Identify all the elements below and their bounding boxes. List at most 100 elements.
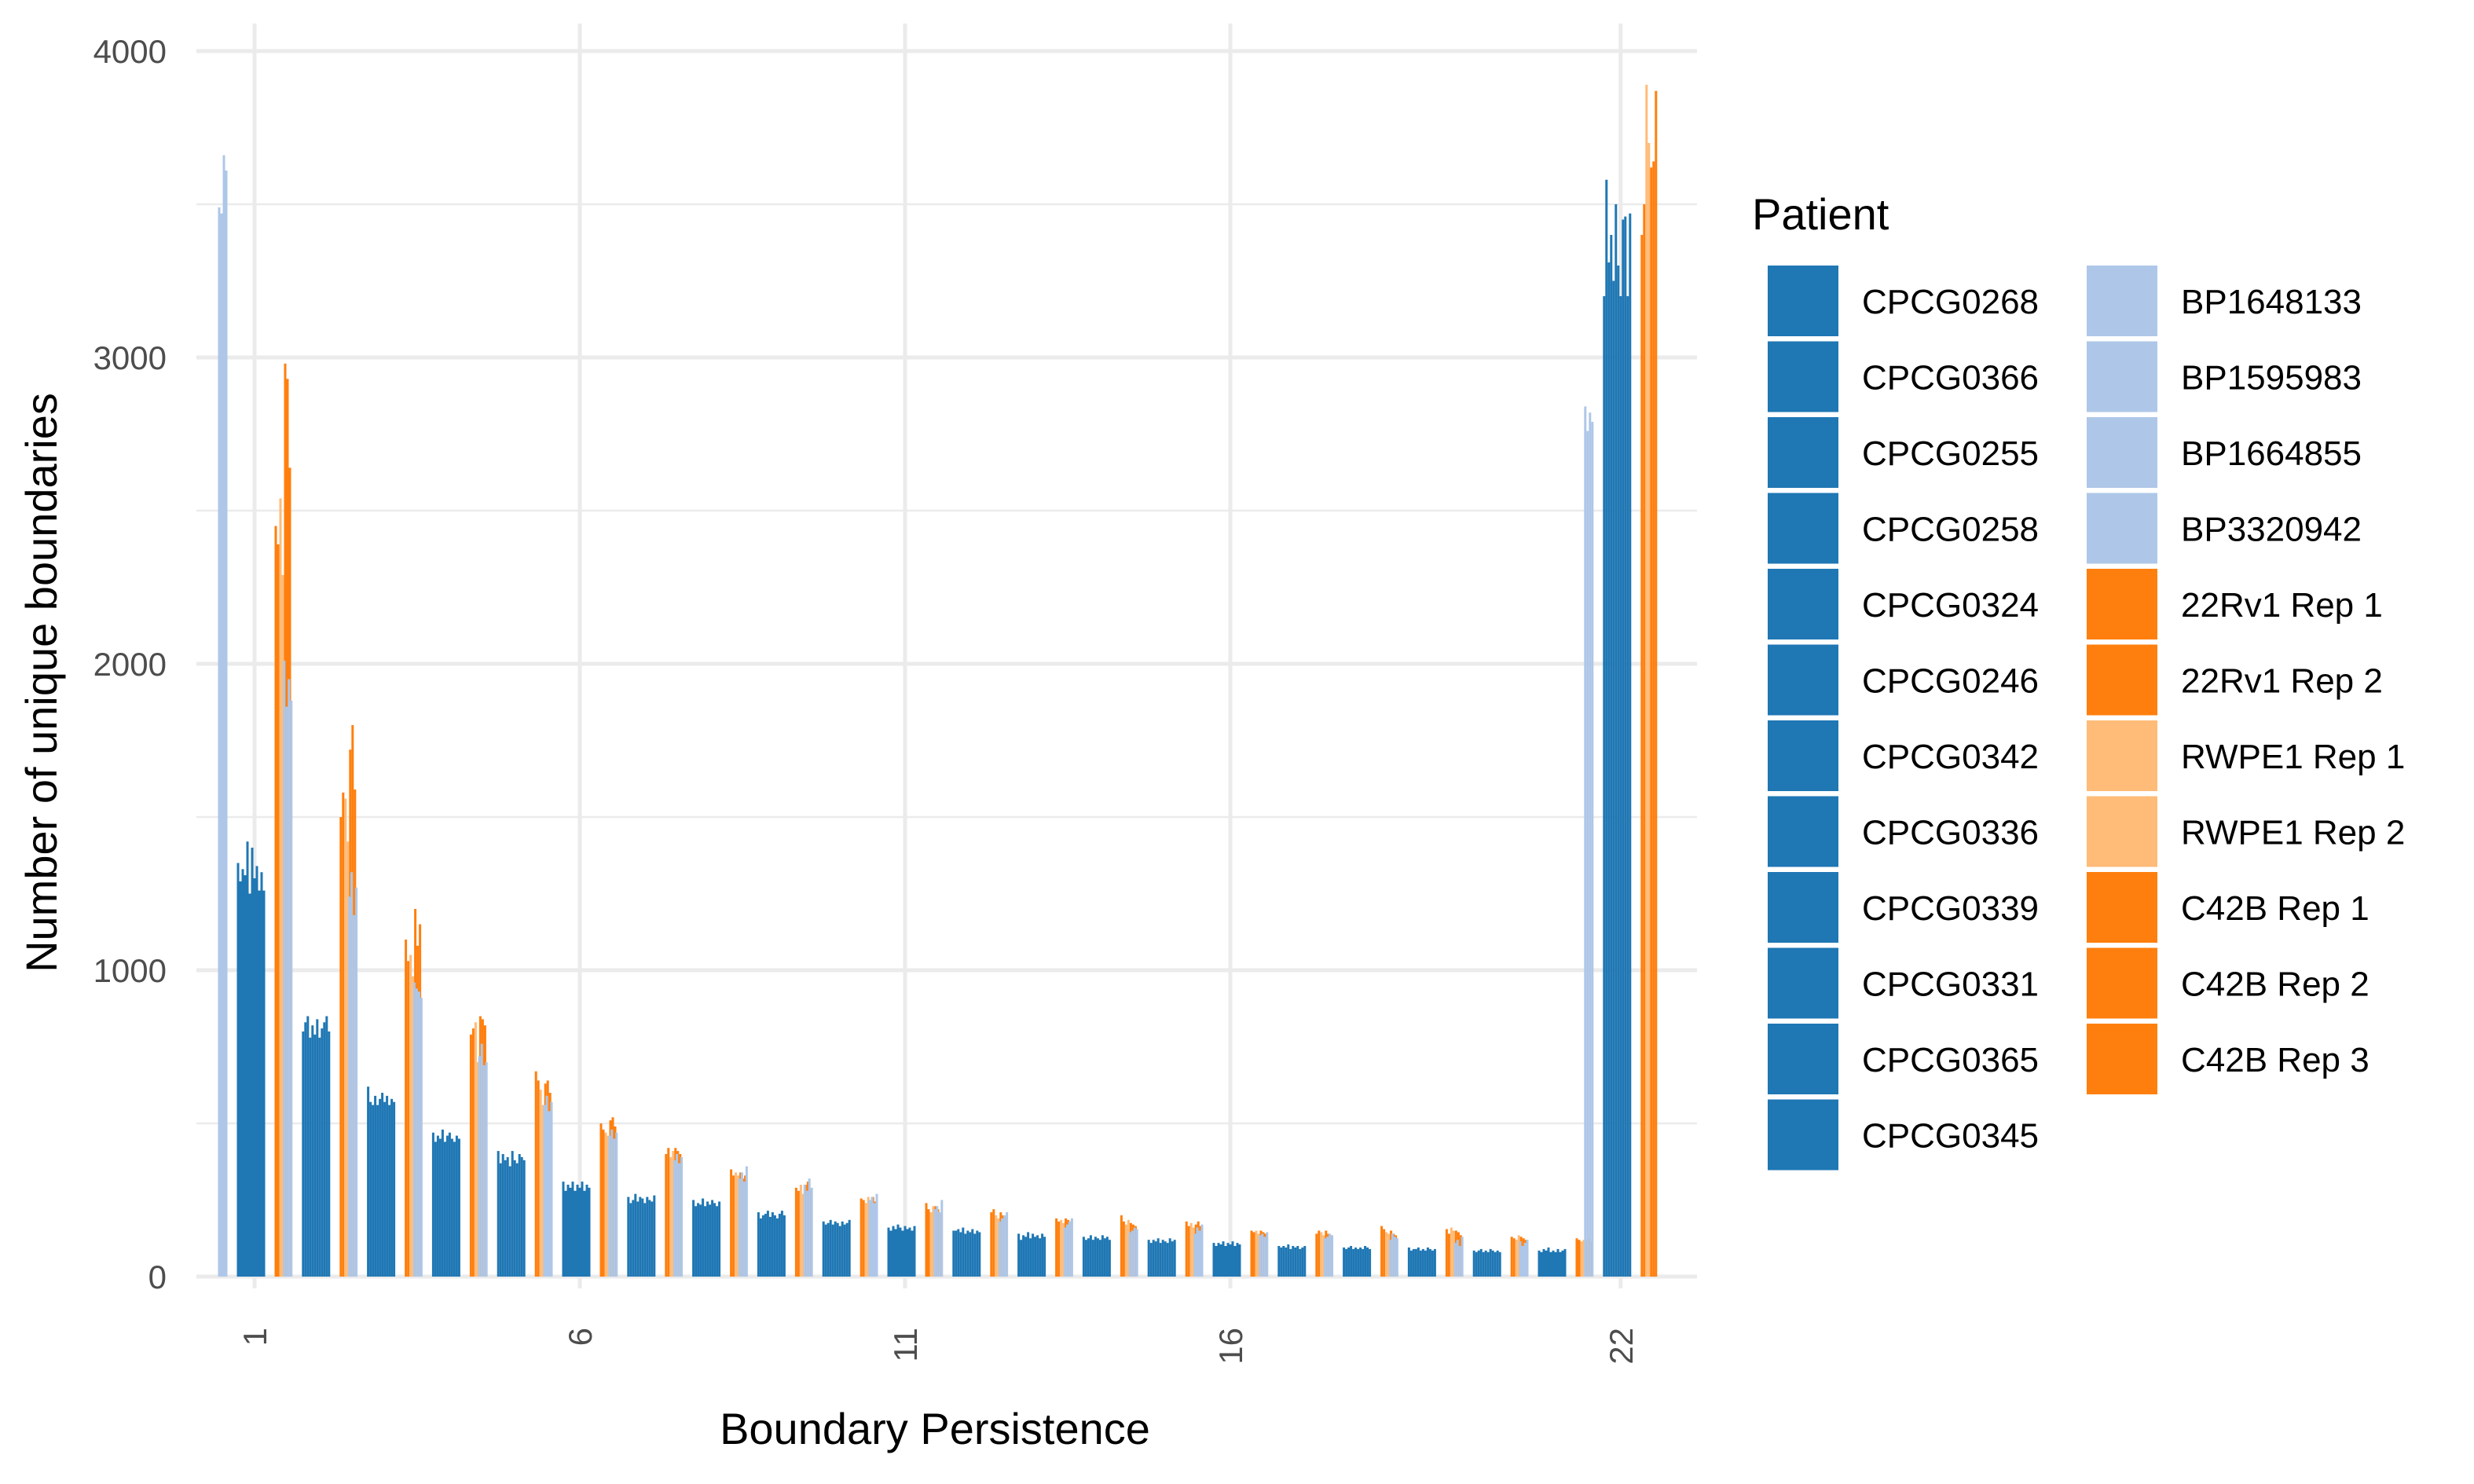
bar: [610, 1129, 614, 1277]
bar: [279, 498, 282, 1277]
bar: [732, 1175, 735, 1277]
bar: [1357, 1248, 1360, 1277]
bar: [699, 1204, 702, 1277]
bar: [369, 1101, 372, 1277]
legend-label: BP1648133: [2181, 283, 2362, 321]
bar: [386, 1095, 389, 1277]
bar: [407, 961, 410, 1277]
bar: [350, 872, 354, 1277]
bar: [251, 848, 254, 1277]
bar: [1580, 1241, 1583, 1277]
bar: [258, 890, 261, 1277]
bar: [566, 1185, 570, 1277]
bar: [933, 1209, 936, 1277]
bar: [1108, 1240, 1111, 1277]
bar: [794, 1187, 797, 1277]
bar: [808, 1178, 811, 1277]
bar: [339, 817, 343, 1277]
bar: [328, 1031, 331, 1277]
bar: [457, 1138, 460, 1277]
bar: [1017, 1233, 1021, 1277]
bar: [1166, 1243, 1169, 1277]
bar: [1068, 1221, 1071, 1277]
bar: [1032, 1233, 1035, 1277]
bar: [803, 1185, 806, 1277]
bar: [867, 1196, 870, 1277]
bar: [1229, 1244, 1232, 1277]
bar: [1131, 1230, 1134, 1277]
bar: [1322, 1235, 1325, 1277]
bar: [1154, 1241, 1157, 1277]
bar: [309, 1037, 312, 1277]
legend-label: BP1664855: [2181, 434, 2362, 473]
bar: [864, 1203, 867, 1277]
bar: [759, 1218, 762, 1277]
legend-swatch: [2087, 266, 2157, 336]
bar: [1364, 1246, 1367, 1277]
bar: [676, 1154, 679, 1277]
bar: [1352, 1248, 1355, 1277]
bar: [537, 1080, 540, 1277]
bar: [543, 1105, 546, 1277]
bar: [1282, 1246, 1285, 1277]
bar: [383, 1101, 387, 1277]
bar: [581, 1182, 584, 1277]
bar: [501, 1154, 504, 1277]
bar: [673, 1160, 676, 1277]
bar: [262, 890, 266, 1277]
bar: [1554, 1251, 1557, 1277]
bar: [1385, 1232, 1388, 1277]
bar: [1461, 1237, 1464, 1277]
bar: [1547, 1247, 1550, 1277]
bar: [775, 1218, 779, 1277]
bar: [1200, 1224, 1204, 1277]
legend-label: CPCG0258: [1862, 511, 2039, 549]
bar: [1122, 1221, 1125, 1277]
bar: [281, 574, 284, 1277]
y-axis-ticks: 0 1000 2000 3000 4000: [93, 33, 167, 1295]
bar: [1133, 1227, 1136, 1277]
bar: [1545, 1250, 1548, 1277]
bar: [1472, 1250, 1475, 1277]
bar: [277, 544, 280, 1277]
bar: [955, 1230, 958, 1277]
bar: [550, 1101, 553, 1277]
bar: [372, 1105, 375, 1277]
bar: [1043, 1237, 1046, 1277]
bar: [1393, 1237, 1396, 1277]
bar: [599, 1123, 603, 1277]
bar: [431, 1132, 434, 1277]
bar: [1387, 1233, 1391, 1277]
bar: [455, 1135, 458, 1277]
legend-swatch: [2087, 569, 2157, 639]
bar: [1065, 1224, 1068, 1277]
x-axis-title: Boundary Persistence: [720, 1404, 1150, 1453]
legend-label: CPCG0336: [1862, 814, 2039, 852]
bar: [374, 1095, 377, 1277]
bar: [1215, 1246, 1218, 1277]
bar: [873, 1203, 876, 1277]
bar: [952, 1230, 955, 1277]
bar: [255, 866, 258, 1277]
bar: [482, 1064, 486, 1277]
bar: [929, 1212, 933, 1277]
legend-swatch: [1768, 947, 1838, 1019]
bar: [1226, 1243, 1230, 1277]
bar: [1523, 1243, 1527, 1277]
bar: [1515, 1240, 1518, 1277]
bar: [875, 1193, 878, 1277]
bar: [474, 1022, 477, 1277]
bar: [709, 1204, 712, 1277]
bar: [607, 1135, 610, 1277]
bar: [604, 1132, 607, 1277]
bar: [316, 1019, 319, 1277]
bar: [1482, 1251, 1485, 1277]
bar: [1584, 406, 1587, 1277]
bar: [218, 207, 221, 1277]
x-axis-ticks: 1 6 11 16 22: [236, 1328, 1640, 1365]
bar: [441, 1129, 444, 1277]
bar: [1409, 1250, 1413, 1277]
bar: [1453, 1243, 1457, 1277]
bar: [325, 1016, 328, 1277]
bar: [409, 955, 412, 1277]
